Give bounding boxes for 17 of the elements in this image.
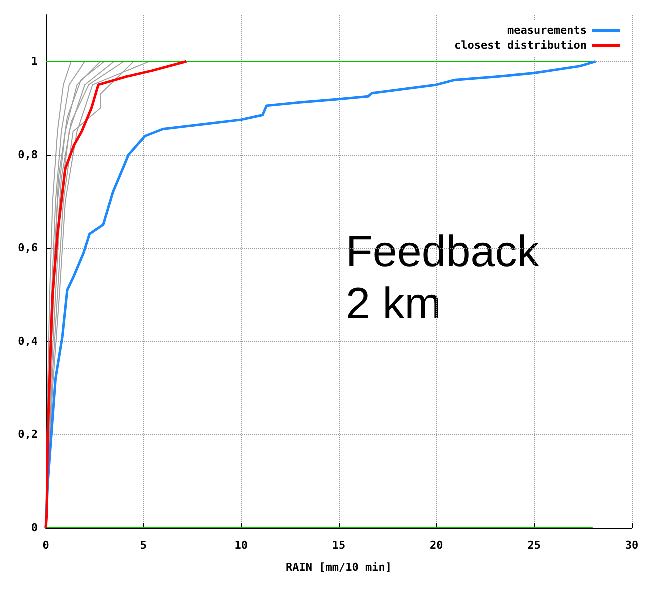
x-tick-label: 10 — [234, 539, 248, 552]
y-tick-label: 0,2 — [18, 428, 38, 442]
x-tick-label: 20 — [430, 539, 444, 552]
x-tick-label: 5 — [140, 539, 147, 552]
x-tick-label: 30 — [625, 539, 639, 552]
y-tick-label: 0,4 — [18, 334, 38, 348]
x-tick-label: 15 — [332, 539, 346, 552]
y-tick-label: 0 — [31, 522, 38, 534]
y-tick-label: 0,8 — [18, 148, 38, 162]
x-tick-label: 0 — [42, 539, 50, 552]
annotation: Feedback 2 km — [346, 228, 540, 328]
legend-label: closest distribution — [454, 39, 587, 52]
legend-label: measurements — [508, 24, 587, 37]
y-tick-label: 1 — [31, 55, 38, 68]
x-axis-title: RAIN [mm/10 min] — [286, 561, 392, 574]
y-tick-label: 0,6 — [18, 242, 38, 255]
x-tick-label: 25 — [528, 539, 541, 552]
